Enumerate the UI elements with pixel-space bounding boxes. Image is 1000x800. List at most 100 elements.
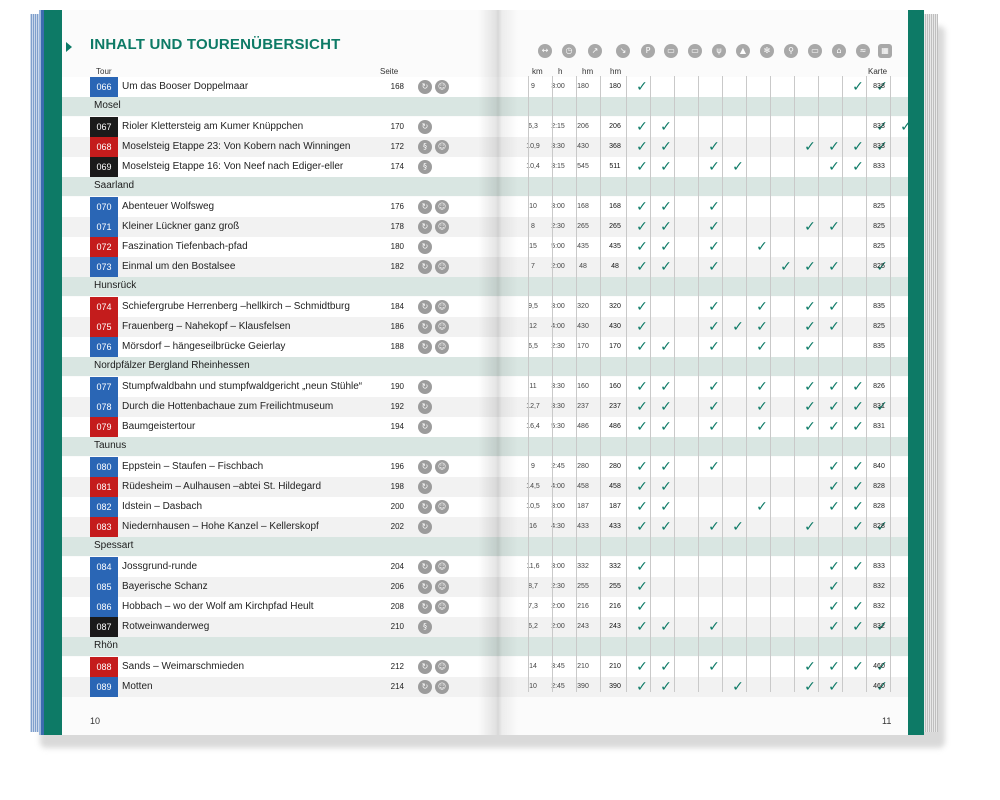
check-icon: ✓	[828, 319, 840, 335]
time-value: 5:30	[551, 423, 565, 430]
grid-line	[674, 76, 675, 692]
ascent-value: 320	[577, 303, 589, 310]
check-icon: ✓	[636, 319, 648, 335]
page-edges-right	[924, 14, 938, 732]
time-value: 2:45	[551, 683, 565, 690]
tour-name: Um das Booser Doppelmaar	[122, 81, 249, 92]
table-row[interactable]: 076 Mörsdorf – hängeseilbrücke Geierlay 18…	[62, 337, 908, 357]
check-icon: ✓	[828, 659, 840, 675]
check-icon: ✓	[636, 599, 648, 615]
check-icon: ✓	[708, 159, 720, 175]
descent-value: 332	[609, 563, 621, 570]
tour-number: 068	[90, 137, 118, 157]
descent-value: 168	[609, 203, 621, 210]
check-icon: ✓	[876, 519, 888, 535]
check-icon: ✓	[804, 219, 816, 235]
check-icon: ✓	[852, 419, 864, 435]
table-row[interactable]: 067 Rioler Klettersteig am Kumer Knüppche…	[62, 117, 912, 137]
check-icon: ✓	[660, 519, 672, 535]
table-row[interactable]: 073 Einmal um den Bostalsee 182 ↻ ☺ 7 2:00 48 48…	[62, 257, 908, 277]
restaurant-icon: ψ	[712, 44, 726, 58]
table-row[interactable]: 088 Sands – Weimarschmieden 212 ↻ ☺ 14 3:45 210…	[62, 657, 908, 677]
check-icon: ✓	[756, 419, 768, 435]
table-row[interactable]: 075 Frauenberg – Nahekopf – Klausfelsen 18…	[62, 317, 908, 337]
family-icon: ☺	[435, 200, 449, 214]
distance-value: 6,3	[528, 123, 538, 130]
tour-name: Moselsteig Etappe 16: Von Neef nach Edig…	[122, 161, 344, 172]
ascent-value: 187	[577, 503, 589, 510]
tour-number: 066	[90, 77, 118, 97]
region-header: Spessart	[62, 537, 908, 556]
circuit-icon: ↻	[418, 220, 432, 234]
table-row[interactable]: 069 Moselsteig Etappe 16: Von Neef nach E…	[62, 157, 908, 177]
swim-icon: ≈	[856, 44, 870, 58]
table-row[interactable]: 068 Moselsteig Etappe 23: Von Kobern nach…	[62, 137, 908, 157]
tour-number: 079	[90, 417, 118, 437]
map-number: 825	[873, 243, 885, 250]
check-icon: ✓	[804, 339, 816, 355]
table-row[interactable]: 089 Motten 214 ↻ ☺ 10 2:45 390 390 ✓ ✓ ✓ ✓ ✓ ✓ 460	[62, 677, 908, 697]
table-row[interactable]: 071 Kleiner Lückner ganz groß 178 ↻ ☺ 8 2:30 26…	[62, 217, 908, 237]
header-h: h	[558, 67, 563, 76]
table-row[interactable]: 074 Schiefergrube Herrenberg –hellkirch –…	[62, 297, 908, 317]
descent-value: 486	[609, 423, 621, 430]
descent-value: 210	[609, 663, 621, 670]
table-row[interactable]: 086 Hobbach – wo der Wolf am Kirchpfad He…	[62, 597, 908, 617]
circuit-icon: ↻	[418, 580, 432, 594]
family-icon: ☺	[435, 600, 449, 614]
check-icon: ✓	[828, 619, 840, 635]
table-row[interactable]: 087 Rotweinwanderweg 210 § 6,2 2:00 243 243 ✓ ✓ ✓ ✓…	[62, 617, 908, 637]
table-row[interactable]: 085 Bayerische Schanz 206 ↻ ☺ 8,7 2:30 255 255 ✓ ✓…	[62, 577, 908, 597]
parking-icon: P	[641, 44, 655, 58]
tour-name: Idstein – Dasbach	[122, 501, 203, 512]
distance-value: 6,5	[528, 343, 538, 350]
table-row[interactable]: 072 Faszination Tiefenbach-pfad 180 ↻ 15 5:00…	[62, 237, 908, 257]
check-icon: ✓	[636, 199, 648, 215]
header-seite: Seite	[380, 67, 399, 76]
check-icon: ✓	[660, 619, 672, 635]
table-row[interactable]: 083 Niedernhausen – Hohe Kanzel – Kellers…	[62, 517, 908, 537]
table-row[interactable]: 079 Baumgeistertour 194 ↻ 16,4 5:30 486 486 ✓ ✓ ✓ ✓…	[62, 417, 908, 437]
table-row[interactable]: 081 Rüdesheim – Aulhausen –abtei St. Hild…	[62, 477, 908, 497]
region-label: Taunus	[94, 440, 127, 451]
map-number: 833	[873, 563, 885, 570]
table-row[interactable]: 070 Abenteuer Wolfsweg 176 ↻ ☺ 10 3:00 168 168 ✓ ✓…	[62, 197, 908, 217]
check-icon: ✓	[636, 79, 648, 95]
descent-value: 187	[609, 503, 621, 510]
tour-page: 184	[390, 302, 404, 311]
check-icon: ✓	[780, 259, 792, 275]
tour-name: Rotweinwanderweg	[122, 621, 210, 632]
table-row[interactable]: 078 Durch die Hottenbachaue zum Freilicht…	[62, 397, 908, 417]
table-row[interactable]: 080 Eppstein – Staufen – Fischbach 196 ↻ ☺ 9 2…	[62, 457, 908, 477]
check-icon: ✓	[828, 479, 840, 495]
tour-number: 080	[90, 457, 118, 477]
book-gutter	[478, 10, 518, 735]
table-row[interactable]: 066 Um das Booser Doppelmaar 168 ↻ ☺ 9 3:00 180…	[62, 77, 908, 97]
circuit-icon: ↻	[418, 340, 432, 354]
descent-value: 170	[609, 343, 621, 350]
grid-line	[890, 76, 891, 692]
descent-value: 390	[609, 683, 621, 690]
tour-page: 176	[390, 202, 404, 211]
family-icon: ☺	[435, 340, 449, 354]
tour-number: 067	[90, 117, 118, 137]
check-icon: ✓	[636, 139, 648, 155]
time-value: 3:00	[551, 203, 565, 210]
check-icon: ✓	[828, 419, 840, 435]
check-icon: ✓	[756, 299, 768, 315]
distance-value: 12	[529, 323, 537, 330]
circuit-icon: ↻	[418, 320, 432, 334]
check-icon: ✓	[804, 319, 816, 335]
check-icon: ✓	[636, 499, 648, 515]
table-row[interactable]: 082 Idstein – Dasbach 200 ↻ ☺ 10,5 3:00 187 187 ✓…	[62, 497, 908, 517]
table-row[interactable]: 084 Jossgrund-runde 204 ↻ ☺ 11,6 3:00 332 332 ✓ ✓ ✓…	[62, 557, 908, 577]
tour-page: 214	[390, 682, 404, 691]
tour-number: 087	[90, 617, 118, 637]
tour-page: 170	[390, 122, 404, 131]
check-icon: ✓	[804, 519, 816, 535]
check-icon: ✓	[852, 599, 864, 615]
table-row[interactable]: 077 Stumpfwaldbahn und stumpfwaldgericht …	[62, 377, 908, 397]
check-icon: ✓	[660, 139, 672, 155]
hut-icon: ▲	[736, 44, 750, 58]
region-label: Hunsrück	[94, 280, 137, 291]
